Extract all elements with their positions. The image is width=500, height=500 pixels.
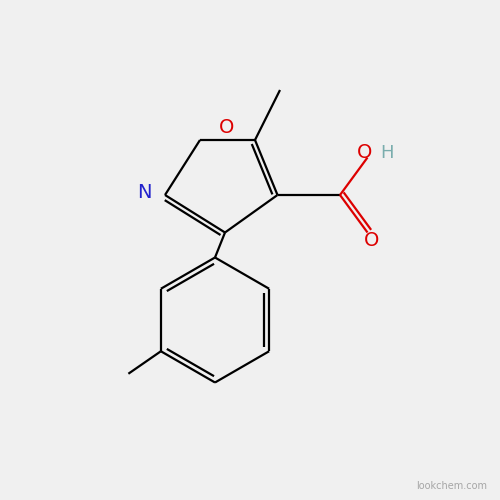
Text: lookchem.com: lookchem.com — [416, 481, 488, 491]
Text: O: O — [358, 143, 372, 162]
Text: O: O — [364, 230, 379, 250]
Text: N: N — [137, 183, 151, 202]
Text: O: O — [218, 118, 234, 137]
Text: H: H — [380, 144, 393, 162]
